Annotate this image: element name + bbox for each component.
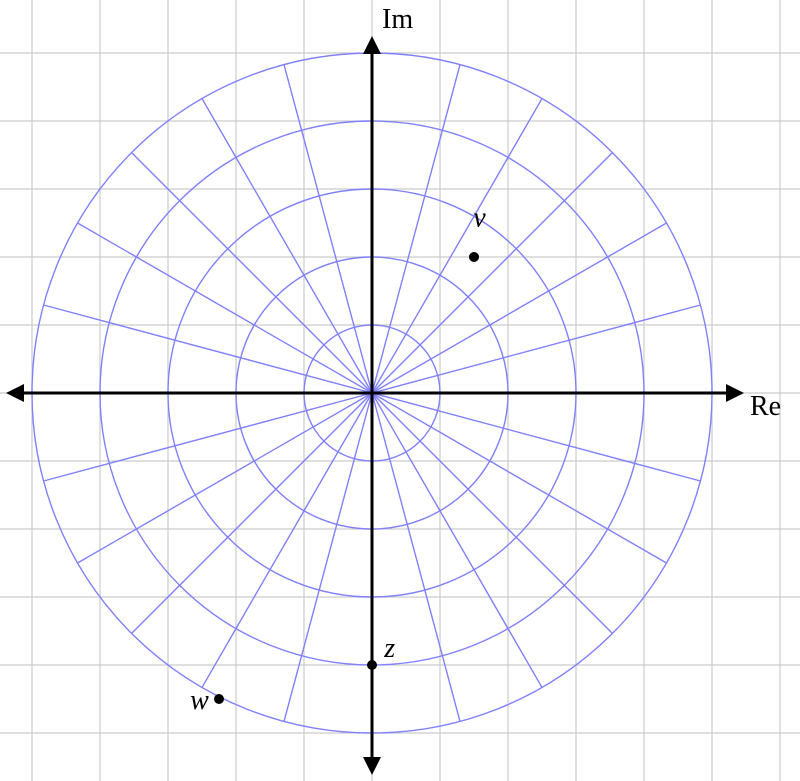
point-label-v: v — [473, 202, 486, 233]
x-axis-label: Re — [750, 391, 781, 422]
point-label-z: z — [383, 633, 395, 664]
y-axis-label: Im — [382, 4, 413, 35]
point-label-w: w — [190, 685, 209, 716]
point-z — [367, 660, 377, 670]
point-w — [214, 694, 224, 704]
point-v — [469, 252, 479, 262]
